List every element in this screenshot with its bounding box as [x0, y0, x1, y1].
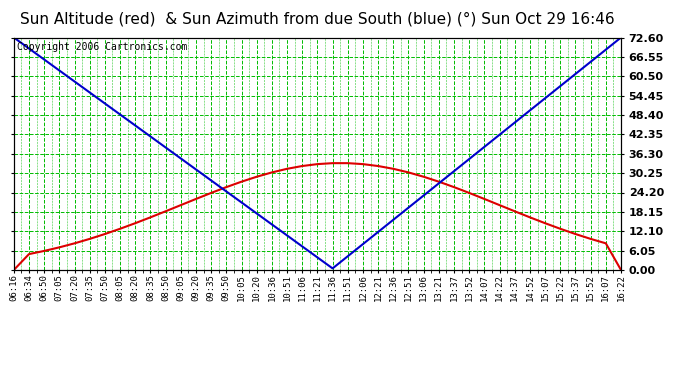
Text: Sun Altitude (red)  & Sun Azimuth from due South (blue) (°) Sun Oct 29 16:46: Sun Altitude (red) & Sun Azimuth from du…: [20, 11, 615, 26]
Text: Copyright 2006 Cartronics.com: Copyright 2006 Cartronics.com: [17, 42, 187, 52]
